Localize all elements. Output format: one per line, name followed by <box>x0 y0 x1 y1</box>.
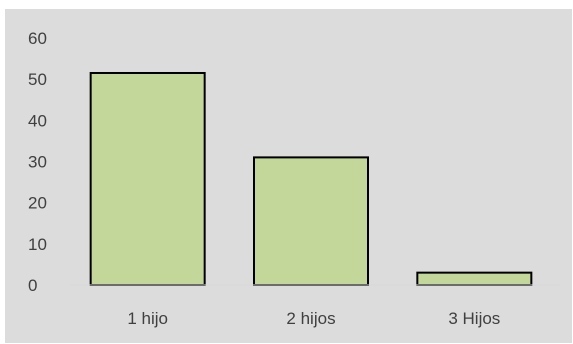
x-category-label: 1 hijo <box>127 309 168 328</box>
bar <box>416 271 533 286</box>
x-category-label: 3 Hijos <box>448 309 500 328</box>
y-tick-label: 0 <box>28 276 37 295</box>
x-category-label: 2 hijos <box>286 309 335 328</box>
y-axis-ticks: 0 10 20 30 40 50 60 <box>28 29 47 295</box>
y-tick-label: 40 <box>28 111 47 130</box>
y-tick-label: 20 <box>28 194 47 213</box>
bars <box>89 71 533 286</box>
bar <box>89 71 206 286</box>
x-axis-labels: 1 hijo 2 hijos 3 Hijos <box>127 309 500 328</box>
y-tick-label: 50 <box>28 70 47 89</box>
y-tick-label: 30 <box>28 153 47 172</box>
y-tick-label: 60 <box>28 29 47 48</box>
bar <box>253 156 369 286</box>
y-tick-label: 10 <box>28 235 47 254</box>
